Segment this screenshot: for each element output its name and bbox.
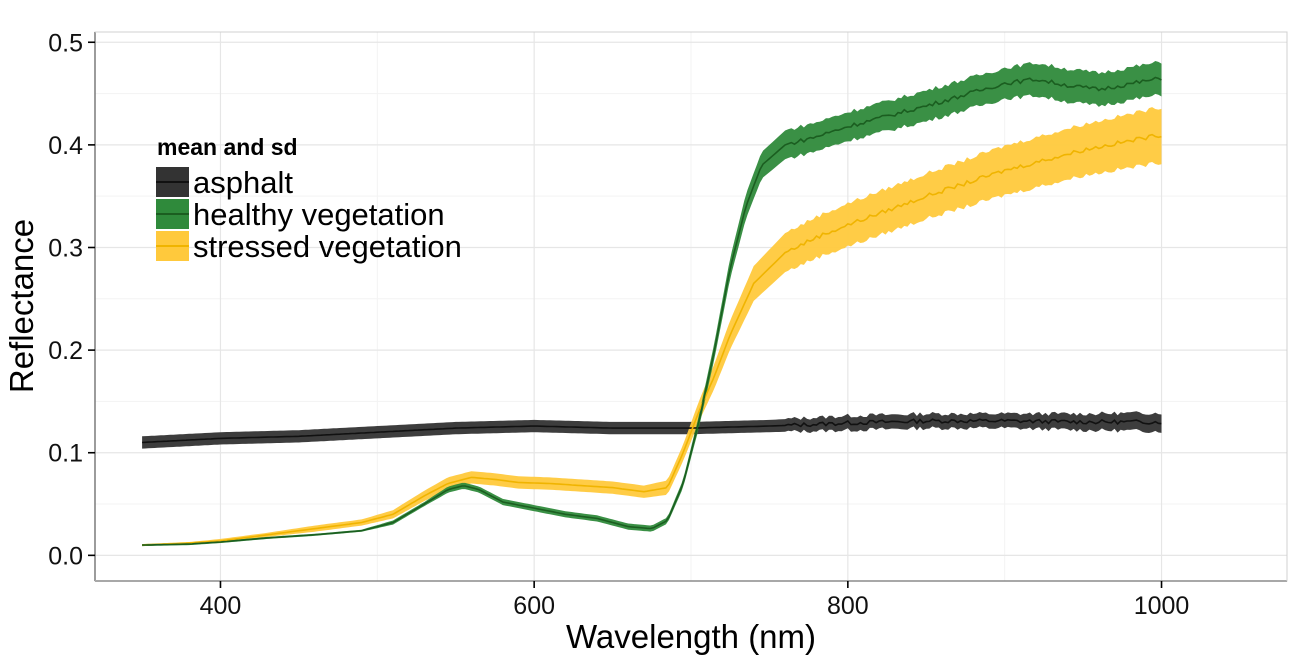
sd-band-stressed-vegetation [142, 107, 1162, 547]
x-axis-title: Wavelength (nm) [566, 618, 816, 655]
y-tick-label: 0.1 [48, 440, 83, 468]
mean-line-stressed-vegetation [142, 133, 1162, 546]
grid-lines [95, 32, 1287, 581]
tick-labels: 400 600 800 1000 0.0 0.1 0.2 0.3 0.4 0.5 [48, 29, 1189, 620]
mean-line-healthy-vegetation [142, 76, 1162, 546]
x-tick-label: 800 [827, 592, 869, 620]
x-tick-label: 600 [513, 592, 555, 620]
legend-title: mean and sd [157, 134, 298, 160]
y-tick-label: 0.4 [48, 132, 83, 160]
mean-line-asphalt [142, 418, 1162, 444]
x-tick-label: 400 [200, 592, 242, 620]
mean-lines [142, 76, 1162, 546]
legend-label-stressed-vegetation: stressed vegetation [193, 229, 462, 264]
legend-label-healthy-vegetation: healthy vegetation [193, 197, 445, 232]
y-tick-label: 0.5 [48, 29, 83, 57]
panel-border [94, 31, 1288, 582]
sd-band-asphalt [142, 411, 1162, 449]
axes [88, 31, 1288, 588]
sd-bands [142, 61, 1162, 547]
legend-label-asphalt: asphalt [193, 165, 293, 200]
y-tick-label: 0.3 [48, 234, 83, 262]
x-tick-label: 1000 [1134, 592, 1190, 620]
y-tick-label: 0.0 [48, 542, 83, 570]
y-tick-label: 0.2 [48, 337, 83, 365]
y-axis-title: Reflectance [3, 219, 40, 393]
